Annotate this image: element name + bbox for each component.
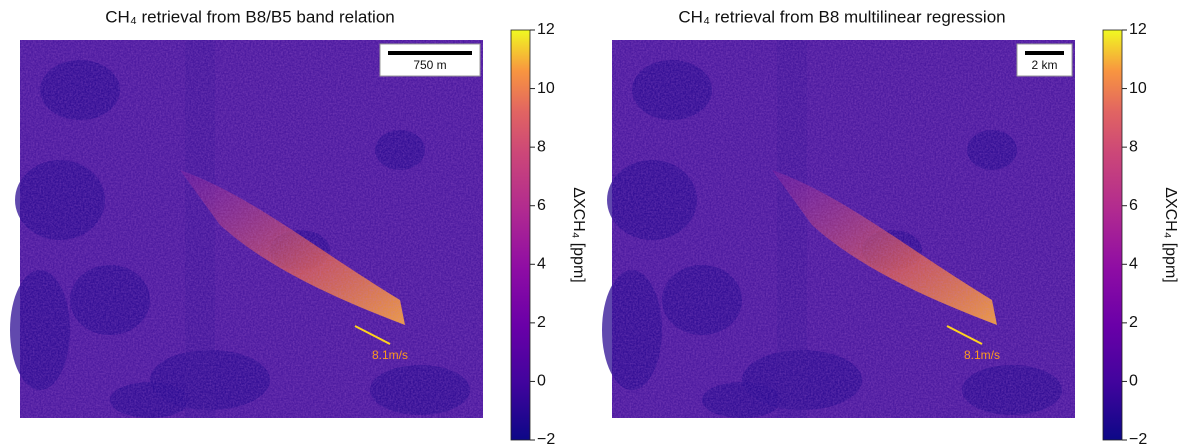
colorbar-tick-label: −2	[537, 431, 555, 448]
colorbar-tick-label: 10	[1129, 80, 1147, 97]
colorbar-tick-label: 2	[537, 314, 546, 331]
colorbar-tick-label: 8	[537, 138, 546, 155]
colorbar-tick-label: 10	[537, 80, 555, 97]
wind-arrow	[946, 325, 983, 345]
texture	[20, 40, 483, 418]
scale-label: 2 km	[1031, 58, 1057, 72]
map-image	[602, 40, 1075, 418]
scale-box	[379, 43, 481, 77]
colorbar-tick-label: 12	[537, 21, 555, 38]
map-image	[10, 40, 483, 418]
wind-arrow	[354, 325, 391, 345]
colorbar-tick-label: 0	[1129, 373, 1138, 390]
colorbar-tick-label: 12	[1129, 21, 1147, 38]
wind-label: 8.1m/s	[372, 348, 408, 362]
colorbar-tick-label: 2	[1129, 314, 1138, 331]
colorbar	[510, 29, 531, 441]
colorbar	[1102, 29, 1123, 441]
colorbar-tick-label: 0	[537, 373, 546, 390]
colorbar-tick-label: −2	[1129, 431, 1147, 448]
texture	[612, 40, 1075, 418]
chart-title: CH₄ retrieval from B8/B5 band relation	[105, 7, 394, 26]
colorbar-tick-label: 6	[1129, 197, 1138, 214]
chart-title: CH₄ retrieval from B8 multilinear regres…	[678, 7, 1005, 26]
colorbar-label: ΔXCH₄ [ppm]	[570, 187, 587, 282]
colorbar-tick-label: 4	[1129, 256, 1138, 273]
scale-box	[1016, 43, 1073, 77]
wind-label: 8.1m/s	[964, 348, 1000, 362]
colorbar-label: ΔXCH₄ [ppm]	[1162, 187, 1179, 282]
colorbar-tick-label: 6	[537, 197, 546, 214]
colorbar-tick-label: 8	[1129, 138, 1138, 155]
scale-label: 750 m	[413, 58, 446, 72]
colorbar-tick-label: 4	[537, 256, 546, 273]
